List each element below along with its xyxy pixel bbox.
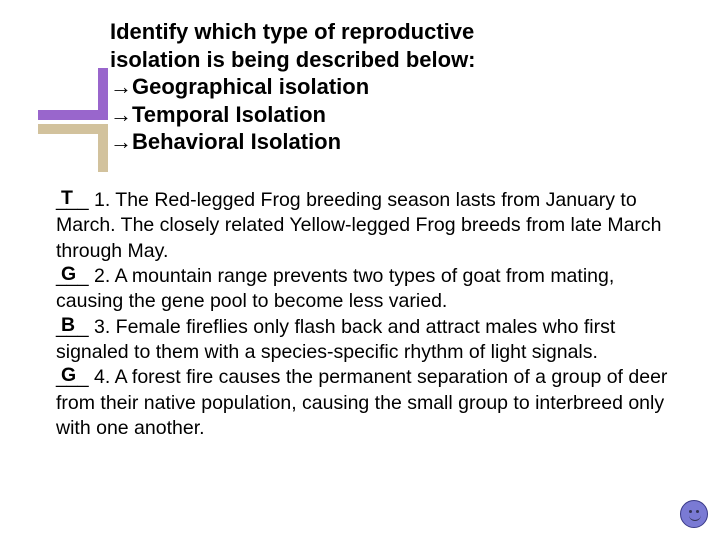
answer-1: T [61,186,73,211]
smiley-icon [680,500,708,528]
question-2-num: 2. [94,265,110,287]
arrow-icon: → [110,74,132,99]
smiley-mouth [689,515,701,521]
answer-4: G [61,363,76,388]
purple-bar-v [98,68,108,116]
question-1-num: 1. [94,189,110,211]
option-2-text: Temporal Isolation [132,102,326,127]
question-3: B___ 3. Female fireflies only flash back… [56,315,676,366]
question-4: G___ 4. A forest fire causes the permane… [56,365,676,441]
header-block: Identify which type of reproductive isol… [110,18,680,156]
question-3-text: Female fireflies only flash back and att… [56,316,615,363]
question-1: T___ 1. The Red-legged Frog breeding sea… [56,188,676,264]
question-1-text: The Red-legged Frog breeding season last… [56,189,662,262]
question-4-text: A forest fire causes the permanent separ… [56,366,667,439]
blank-3: B___ [56,315,89,340]
smiley-eye-right [696,510,699,513]
question-3-num: 3. [94,316,110,338]
blank-1: T___ [56,188,89,213]
arrow-icon: → [110,102,132,127]
question-4-num: 4. [94,366,110,388]
question-list: T___ 1. The Red-legged Frog breeding sea… [56,188,676,441]
option-1-text: Geographical isolation [132,74,369,99]
purple-bar-h [38,110,108,120]
answer-2: G [61,262,76,287]
question-2-text: A mountain range prevents two types of g… [56,265,614,312]
header-option-1: →Geographical isolation [110,73,680,101]
header-line-1: Identify which type of reproductive [110,18,680,46]
header-option-2: →Temporal Isolation [110,101,680,129]
smiley-eye-left [689,510,692,513]
arrow-icon: → [110,129,132,154]
blank-2: G___ [56,264,89,289]
blank-4: G___ [56,365,89,390]
header-line-2: isolation is being described below: [110,46,680,74]
answer-3: B [61,313,75,338]
beige-bar-v [98,124,108,172]
question-2: G___ 2. A mountain range prevents two ty… [56,264,676,315]
option-3-text: Behavioral Isolation [132,129,341,154]
header-option-3: →Behavioral Isolation [110,128,680,156]
